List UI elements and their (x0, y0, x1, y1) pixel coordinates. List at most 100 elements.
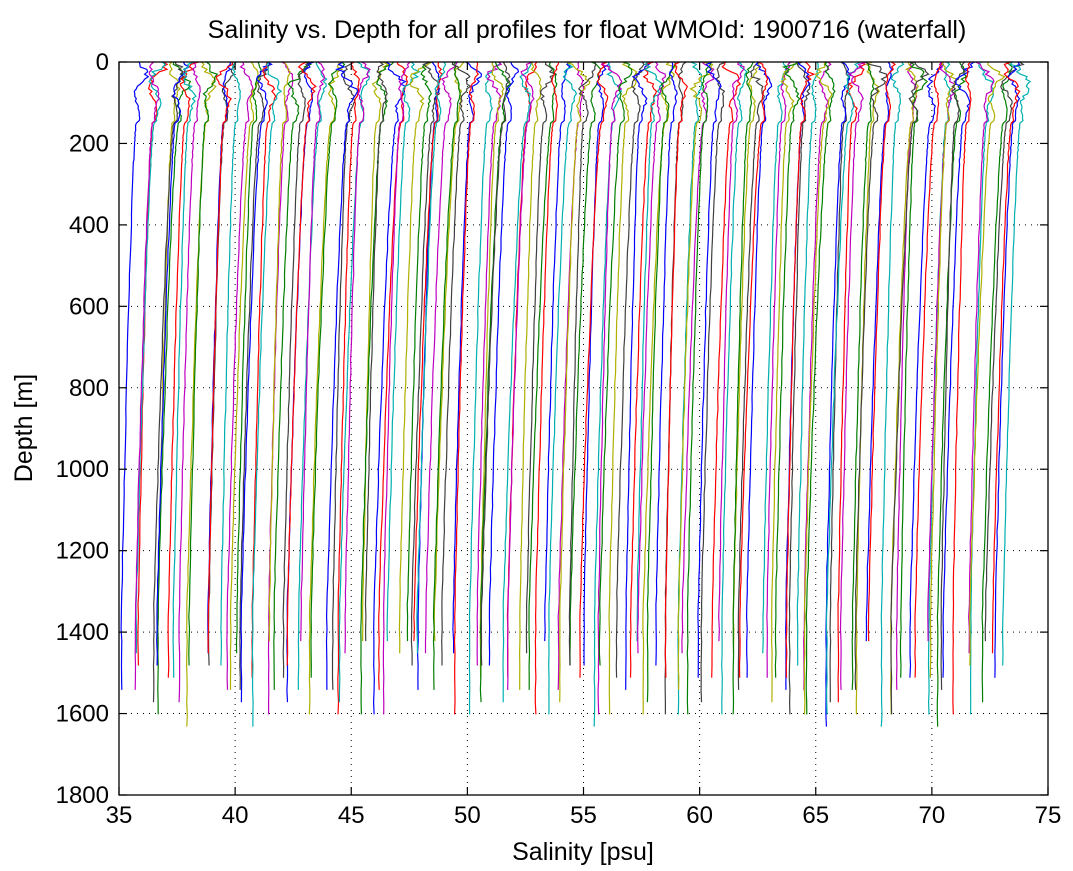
profile-line (568, 61, 597, 666)
profile-line (805, 61, 836, 715)
x-tick-label: 65 (802, 802, 829, 829)
profile-line (940, 61, 967, 690)
x-tick-label: 55 (570, 802, 597, 829)
profile-line (239, 61, 271, 690)
grid (119, 62, 1048, 795)
profile-line (251, 61, 277, 678)
profile-line (325, 61, 359, 690)
profile-line (240, 61, 273, 703)
profile-line (297, 61, 328, 690)
profile-line (855, 61, 880, 715)
profile-line (664, 61, 688, 678)
profile-line (337, 61, 360, 715)
y-tick-label: 1000 (56, 456, 109, 483)
profile-line (697, 61, 722, 678)
profile-line (229, 61, 260, 690)
profile-line (406, 61, 433, 642)
profile-line (914, 61, 944, 678)
profile-line (286, 61, 317, 666)
profile-line (646, 61, 676, 703)
y-tick-label: 1400 (56, 619, 109, 646)
profile-line (479, 61, 505, 678)
profile-line (718, 61, 745, 642)
profile-line (226, 61, 254, 690)
profile-line (364, 61, 388, 642)
profile-line (615, 61, 645, 678)
x-tick-label: 40 (222, 802, 249, 829)
profile-line (178, 61, 201, 703)
profile-line (268, 61, 291, 642)
profile-line (308, 61, 344, 715)
profile-line (135, 61, 167, 654)
profile-line (770, 61, 802, 703)
profile-line (597, 61, 623, 715)
profile-line (909, 61, 945, 678)
profile-line (991, 61, 1021, 654)
profile-line (686, 61, 712, 715)
profile-line (453, 61, 479, 715)
profile-line (981, 61, 1013, 703)
profile-line (700, 61, 727, 703)
y-tick-label: 400 (69, 212, 109, 239)
ticks: 35 40 45 50 55 60 65 70 75 0 200 400 600 800 1000 1200 1… (56, 49, 1062, 829)
profile-line (825, 61, 852, 727)
profile-line (952, 61, 972, 715)
profile-line (480, 61, 511, 666)
profile-line (766, 61, 792, 678)
profile-line (432, 61, 461, 690)
profile-line (338, 61, 370, 703)
profile-line (681, 61, 715, 654)
profile-line (172, 61, 197, 678)
profile-line (829, 61, 850, 703)
profile-line (890, 61, 920, 715)
profile-line (207, 61, 234, 654)
chart-title: Salinity vs. Depth for all profiles for … (208, 16, 967, 44)
profile-line (382, 61, 411, 715)
profile-line (476, 61, 503, 666)
profile-line (583, 61, 610, 666)
x-tick-label: 70 (919, 802, 946, 829)
profile-line (629, 61, 658, 678)
profile-line (994, 61, 1021, 678)
y-tick-label: 1600 (56, 701, 109, 728)
profile-line (839, 61, 868, 690)
profile-line (737, 61, 765, 690)
x-tick-label: 35 (106, 802, 133, 829)
profile-line (167, 61, 199, 678)
y-tick-label: 1200 (56, 538, 109, 565)
y-tick-label: 0 (96, 49, 109, 76)
profile-line (156, 61, 191, 666)
profile-line (488, 61, 520, 666)
profile-line (559, 61, 591, 703)
profile-line (880, 61, 905, 727)
profile-line (507, 61, 535, 690)
profile-line (220, 61, 242, 666)
profile-line (273, 61, 313, 690)
profile-line (468, 61, 501, 715)
profile-line (738, 61, 769, 678)
profile-line (865, 61, 893, 642)
profile-line (867, 61, 897, 642)
profile-line (344, 61, 371, 654)
profile-line (152, 61, 185, 703)
profile-line (544, 61, 571, 642)
profile-line (677, 61, 714, 690)
profile-line (534, 61, 560, 715)
profile-line (548, 61, 578, 715)
profile-line (774, 61, 801, 678)
profile-line (732, 61, 754, 715)
y-tick-label: 600 (69, 293, 109, 320)
profile-line (655, 61, 678, 666)
profile-line (157, 61, 192, 715)
profile-line (441, 61, 472, 666)
y-axis-label: Depth [m] (10, 374, 38, 482)
profile-line (942, 61, 975, 678)
profile-line (625, 61, 652, 690)
profile-line (528, 61, 558, 690)
x-tick-label: 50 (454, 802, 481, 829)
x-tick-label: 75 (1035, 802, 1062, 829)
profile-line (803, 61, 833, 715)
profile-line (134, 61, 160, 690)
profile-line (569, 61, 602, 666)
